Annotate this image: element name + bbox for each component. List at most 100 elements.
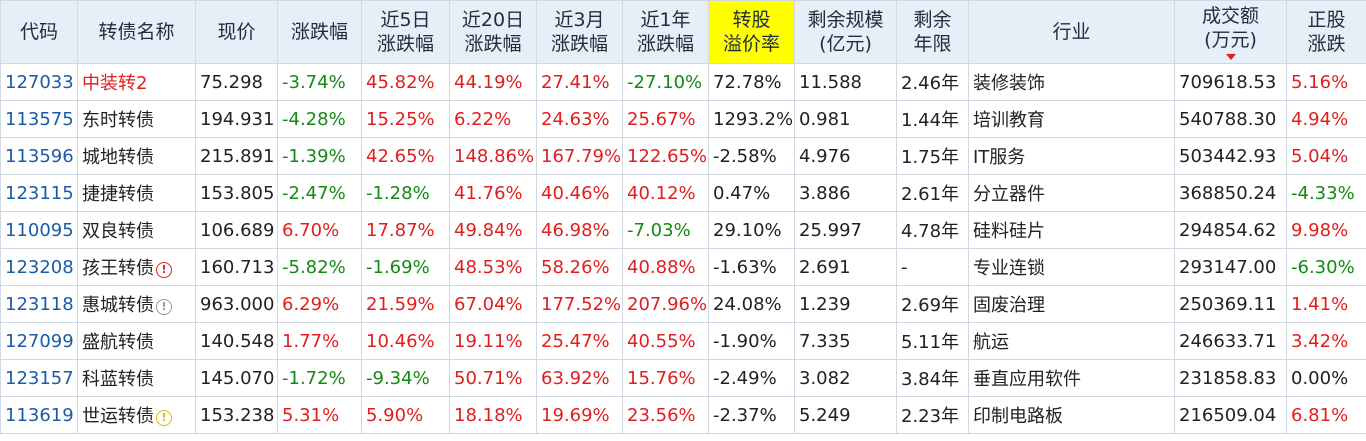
cell-volume: 231858.83 <box>1174 359 1287 397</box>
cell-chg20d-value: 41.76% <box>454 182 523 204</box>
cell-stock_chg: 0.00% <box>1286 359 1366 397</box>
cell-code[interactable]: 127099 <box>0 322 78 360</box>
cell-name[interactable]: 双良转债 <box>77 211 196 249</box>
cell-volume-value: 368850.24 <box>1179 182 1277 204</box>
table-row[interactable]: 123118 惠城转债! 963.000 6.29% 21.59% 67.04% 177.5… <box>0 285 1366 323</box>
cell-chg3m: 167.79% <box>536 137 623 175</box>
cell-volume-value: 540788.30 <box>1179 108 1277 130</box>
column-header-remain_size[interactable]: 剩余规模 (亿元) <box>794 0 897 64</box>
column-header-chg20d[interactable]: 近20日 涨跌幅 <box>449 0 537 64</box>
cell-code[interactable]: 123157 <box>0 359 78 397</box>
column-header-industry[interactable]: 行业 <box>968 0 1175 64</box>
cell-name[interactable]: 惠城转债! <box>77 285 196 323</box>
column-header-stock_chg[interactable]: 正股 涨跌 <box>1286 0 1366 64</box>
table-row[interactable]: 127099 盛航转债 140.548 1.77% 10.46% 19.11% 25.47%… <box>0 322 1366 360</box>
cell-chg: 6.29% <box>277 285 362 323</box>
cell-chg3m: 25.47% <box>536 322 623 360</box>
table-row[interactable]: 113619 世运转债! 153.238 5.31% 5.90% 18.18% 19.69%… <box>0 396 1366 434</box>
cell-chg20d: 41.76% <box>449 174 537 212</box>
cell-code[interactable]: 113575 <box>0 100 78 138</box>
cell-code-value: 123157 <box>5 367 74 389</box>
cell-volume-value: 216509.04 <box>1179 404 1277 426</box>
cell-chg: -4.28% <box>277 100 362 138</box>
cell-chg5d-value: 10.46% <box>366 330 435 352</box>
cell-name[interactable]: 孩王转债! <box>77 248 196 286</box>
cell-code[interactable]: 127033 <box>0 63 78 101</box>
warning-icon[interactable]: ! <box>156 410 172 426</box>
cell-chg: 5.31% <box>277 396 362 434</box>
cell-industry: 固废治理 <box>968 285 1175 323</box>
cell-remain_size: 1.239 <box>794 285 897 323</box>
column-header-remain_years[interactable]: 剩余 年限 <box>896 0 969 64</box>
table-row[interactable]: 123208 孩王转债! 160.713 -5.82% -1.69% 48.53% 58.2… <box>0 248 1366 286</box>
cell-name[interactable]: 科蓝转债 <box>77 359 196 397</box>
column-header-code[interactable]: 代码 <box>0 0 78 64</box>
table-row[interactable]: 127033 中装转2 75.298 -3.74% 45.82% 44.19% 27.41%… <box>0 63 1366 101</box>
cell-remain_years: - <box>896 248 969 286</box>
cell-premium: 1293.2% <box>708 100 795 138</box>
cell-chg-value: -2.47% <box>282 182 346 204</box>
cell-code-value: 127099 <box>5 330 74 352</box>
column-header-chg[interactable]: 涨跌幅 <box>277 0 362 64</box>
column-header-premium[interactable]: 转股 溢价率 <box>708 0 795 64</box>
column-header-label: 年限 <box>913 33 952 55</box>
cell-stock_chg: -6.30% <box>1286 248 1366 286</box>
cell-chg1y-value: 23.56% <box>627 404 696 426</box>
cell-price: 140.548 <box>195 322 278 360</box>
cell-chg: -3.74% <box>277 63 362 101</box>
cell-volume-value: 709618.53 <box>1179 71 1277 93</box>
sort-desc-icon[interactable] <box>1225 54 1236 60</box>
cell-code[interactable]: 113619 <box>0 396 78 434</box>
cell-remain_size: 7.335 <box>794 322 897 360</box>
table-row[interactable]: 113596 城地转债 215.891 -1.39% 42.65% 148.86% 167.… <box>0 137 1366 175</box>
cell-name[interactable]: 盛航转债 <box>77 322 196 360</box>
warning-icon[interactable]: ! <box>156 262 172 278</box>
column-header-chg3m[interactable]: 近3月 涨跌幅 <box>536 0 623 64</box>
cell-chg1y-value: -7.03% <box>627 219 691 241</box>
cell-volume: 216509.04 <box>1174 396 1287 434</box>
cell-code[interactable]: 123208 <box>0 248 78 286</box>
column-header-name[interactable]: 转债名称 <box>77 0 196 64</box>
cell-code[interactable]: 123115 <box>0 174 78 212</box>
column-header-label: 近20日 <box>461 9 525 31</box>
table-row[interactable]: 110095 双良转债 106.689 6.70% 17.87% 49.84% 46.98%… <box>0 211 1366 249</box>
cell-industry-value: 专业连锁 <box>973 258 1045 279</box>
cell-chg1y: -7.03% <box>622 211 709 249</box>
table-row[interactable]: 123115 捷捷转债 153.805 -2.47% -1.28% 41.76% 40.46… <box>0 174 1366 212</box>
cell-stock_chg-value: 4.94% <box>1291 108 1349 130</box>
cell-remain_size-value: 1.239 <box>799 293 851 315</box>
cell-name[interactable]: 世运转债! <box>77 396 196 434</box>
cell-code-value: 123118 <box>5 293 74 315</box>
cell-industry: 专业连锁 <box>968 248 1175 286</box>
column-header-price[interactable]: 现价 <box>195 0 278 64</box>
cell-name-value: 东时转债 <box>82 110 154 131</box>
cell-chg3m: 58.26% <box>536 248 623 286</box>
cell-code[interactable]: 113596 <box>0 137 78 175</box>
cell-chg: -1.72% <box>277 359 362 397</box>
column-header-chg5d[interactable]: 近5日 涨跌幅 <box>361 0 450 64</box>
cell-code[interactable]: 110095 <box>0 211 78 249</box>
cell-stock_chg-value: 5.04% <box>1291 145 1349 167</box>
cell-industry-value: 硅料硅片 <box>973 221 1045 242</box>
cell-chg5d: -1.28% <box>361 174 450 212</box>
cell-name[interactable]: 捷捷转债 <box>77 174 196 212</box>
cell-chg1y-value: -27.10% <box>627 71 703 93</box>
cell-volume: 294854.62 <box>1174 211 1287 249</box>
column-header-volume[interactable]: 成交额 (万元) <box>1174 0 1287 64</box>
cell-name[interactable]: 城地转债 <box>77 137 196 175</box>
cell-chg3m: 19.69% <box>536 396 623 434</box>
cell-price-value: 153.238 <box>200 404 275 426</box>
cell-remain_years-value: 2.46年 <box>901 73 960 94</box>
table-row[interactable]: 123157 科蓝转债 145.070 -1.72% -9.34% 50.71% 63.92… <box>0 359 1366 397</box>
cell-chg1y: 15.76% <box>622 359 709 397</box>
cell-industry: 印制电路板 <box>968 396 1175 434</box>
info-icon[interactable]: ! <box>156 299 172 315</box>
cell-name[interactable]: 中装转2 <box>77 63 196 101</box>
column-header-chg1y[interactable]: 近1年 涨跌幅 <box>622 0 709 64</box>
cell-chg5d: -9.34% <box>361 359 450 397</box>
cell-code[interactable]: 123118 <box>0 285 78 323</box>
cell-price: 215.891 <box>195 137 278 175</box>
cell-price: 194.931 <box>195 100 278 138</box>
cell-name[interactable]: 东时转债 <box>77 100 196 138</box>
table-row[interactable]: 113575 东时转债 194.931 -4.28% 15.25% 6.22% 24.63%… <box>0 100 1366 138</box>
